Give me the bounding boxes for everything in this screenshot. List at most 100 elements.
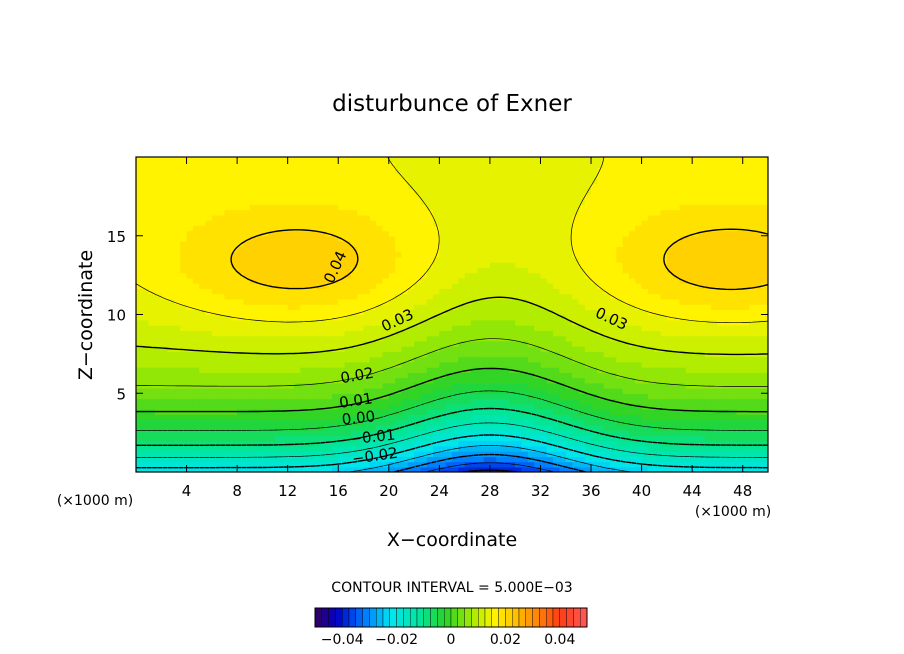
- heatmap-cell: [407, 382, 415, 389]
- heatmap-cell: [515, 430, 523, 436]
- heatmap-cell: [256, 183, 264, 190]
- heatmap-cell: [534, 246, 542, 253]
- heatmap-cell: [237, 283, 245, 289]
- heatmap-cell: [641, 393, 649, 400]
- heatmap-cell: [312, 267, 320, 274]
- heatmap-cell: [515, 246, 523, 253]
- heatmap-cell: [136, 267, 144, 274]
- heatmap-cell: [136, 304, 144, 310]
- heatmap-cell: [319, 157, 327, 163]
- heatmap-cell: [483, 204, 491, 211]
- heatmap-cell: [230, 430, 238, 436]
- heatmap-cell: [584, 267, 592, 274]
- heatmap-cell: [559, 409, 567, 415]
- heatmap-cell: [458, 356, 466, 363]
- heatmap-cell: [502, 356, 510, 363]
- heatmap-cell: [154, 178, 162, 184]
- heatmap-cell: [369, 409, 377, 415]
- heatmap-cell: [477, 304, 485, 310]
- heatmap-cell: [452, 235, 460, 242]
- heatmap-cell: [344, 162, 352, 169]
- heatmap-cell: [237, 461, 245, 468]
- heatmap-cell: [553, 409, 561, 415]
- heatmap-cell: [287, 256, 295, 263]
- heatmap-cell: [338, 414, 346, 421]
- heatmap-cell: [167, 351, 175, 358]
- heatmap-cell: [224, 199, 232, 205]
- heatmap-cell: [401, 456, 409, 463]
- heatmap-cell: [603, 220, 611, 226]
- heatmap-cell: [306, 272, 314, 279]
- heatmap-cell: [401, 267, 409, 274]
- heatmap-cell: [439, 456, 447, 463]
- heatmap-cell: [312, 372, 320, 379]
- heatmap-cell: [154, 388, 162, 394]
- heatmap-cell: [458, 251, 466, 258]
- heatmap-cell: [559, 293, 567, 300]
- heatmap-cell: [407, 461, 415, 468]
- heatmap-cell: [369, 451, 377, 457]
- heatmap-cell: [578, 167, 586, 174]
- heatmap-cell: [268, 309, 276, 316]
- heatmap-cell: [622, 382, 630, 389]
- heatmap-cell: [584, 251, 592, 258]
- heatmap-cell: [628, 456, 636, 463]
- heatmap-cell: [477, 262, 485, 268]
- heatmap-cell: [578, 461, 586, 468]
- heatmap-cell: [294, 451, 302, 457]
- heatmap-cell: [635, 188, 643, 195]
- heatmap-cell: [136, 314, 144, 321]
- heatmap-cell: [192, 157, 200, 163]
- heatmap-cell: [268, 398, 276, 405]
- heatmap-cell: [268, 188, 276, 195]
- heatmap-cell: [508, 346, 516, 352]
- heatmap-cell: [439, 183, 447, 190]
- heatmap-cell: [287, 430, 295, 436]
- heatmap-cell: [610, 346, 618, 352]
- heatmap-cell: [382, 314, 390, 321]
- heatmap-cell: [534, 277, 542, 284]
- heatmap-cell: [262, 361, 270, 368]
- heatmap-cell: [496, 183, 504, 190]
- heatmap-cell: [496, 309, 504, 316]
- heatmap-cell: [312, 346, 320, 352]
- heatmap-cell: [483, 309, 491, 316]
- heatmap-cell: [641, 230, 649, 237]
- heatmap-cell: [319, 199, 327, 205]
- heatmap-cell: [540, 246, 548, 253]
- heatmap-cell: [161, 262, 169, 268]
- heatmap-cell: [186, 419, 194, 426]
- heatmap-cell: [553, 162, 561, 169]
- heatmap-cell: [294, 267, 302, 274]
- heatmap-cell: [338, 372, 346, 379]
- heatmap-cell: [357, 204, 365, 211]
- heatmap-cell: [546, 403, 554, 410]
- heatmap-cell: [230, 424, 238, 431]
- heatmap-cell: [610, 451, 618, 457]
- heatmap-cell: [218, 351, 226, 358]
- heatmap-cell: [572, 235, 580, 242]
- heatmap-cell: [281, 451, 289, 457]
- heatmap-cell: [401, 393, 409, 400]
- heatmap-cell: [572, 199, 580, 205]
- heatmap-cell: [154, 262, 162, 268]
- heatmap-cell: [350, 414, 358, 421]
- heatmap-cell: [464, 199, 472, 205]
- heatmap-cell: [578, 466, 586, 472]
- heatmap-cell: [161, 272, 169, 279]
- heatmap-cell: [515, 330, 523, 337]
- heatmap-cell: [275, 188, 283, 195]
- heatmap-cell: [205, 225, 213, 232]
- heatmap-cell: [243, 178, 251, 184]
- heatmap-cell: [211, 267, 219, 274]
- heatmap-cell: [148, 335, 156, 342]
- heatmap-cell: [452, 172, 460, 179]
- heatmap-cell: [470, 414, 478, 421]
- heatmap-cell: [192, 183, 200, 190]
- heatmap-cell: [502, 403, 510, 410]
- heatmap-cell: [496, 377, 504, 384]
- heatmap-cell: [376, 356, 384, 363]
- heatmap-cell: [287, 178, 295, 184]
- heatmap-cell: [559, 435, 567, 442]
- heatmap-cell: [161, 414, 169, 421]
